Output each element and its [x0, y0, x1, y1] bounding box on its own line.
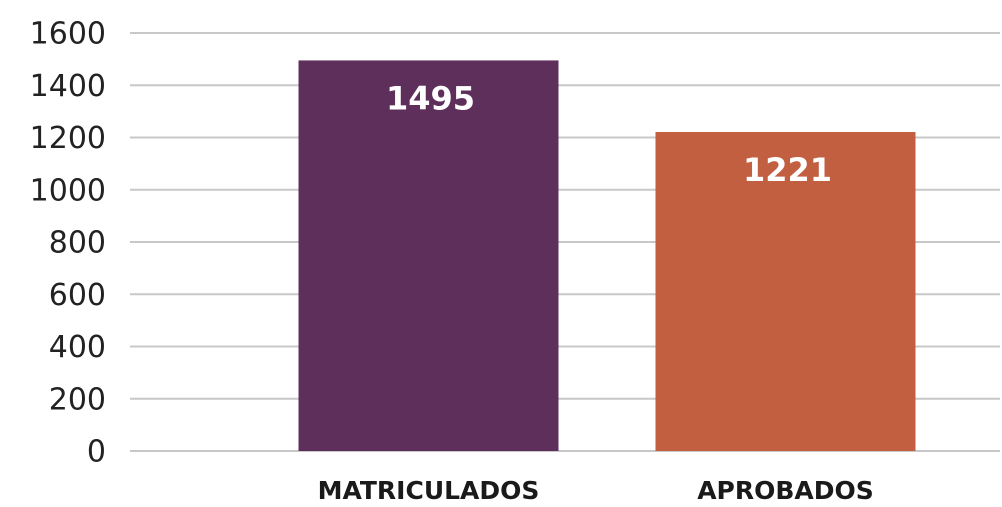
x-tick-label: APROBADOS — [697, 476, 874, 505]
y-tick-label: 1000 — [30, 173, 106, 208]
y-tick-label: 200 — [49, 382, 106, 417]
x-tick-label: MATRICULADOS — [318, 476, 540, 505]
bar — [298, 60, 559, 452]
y-tick-label: 400 — [49, 330, 106, 365]
value-label: 1221 — [743, 151, 832, 189]
y-tick-label: 1400 — [30, 69, 106, 104]
y-tick-label: 800 — [49, 226, 106, 261]
y-tick-label: 0 — [87, 435, 106, 470]
y-tick-label: 1200 — [30, 121, 106, 156]
bar — [655, 132, 916, 452]
value-label: 1495 — [386, 79, 475, 117]
y-tick-label: 600 — [49, 278, 106, 313]
y-tick-label: 1600 — [30, 17, 106, 52]
